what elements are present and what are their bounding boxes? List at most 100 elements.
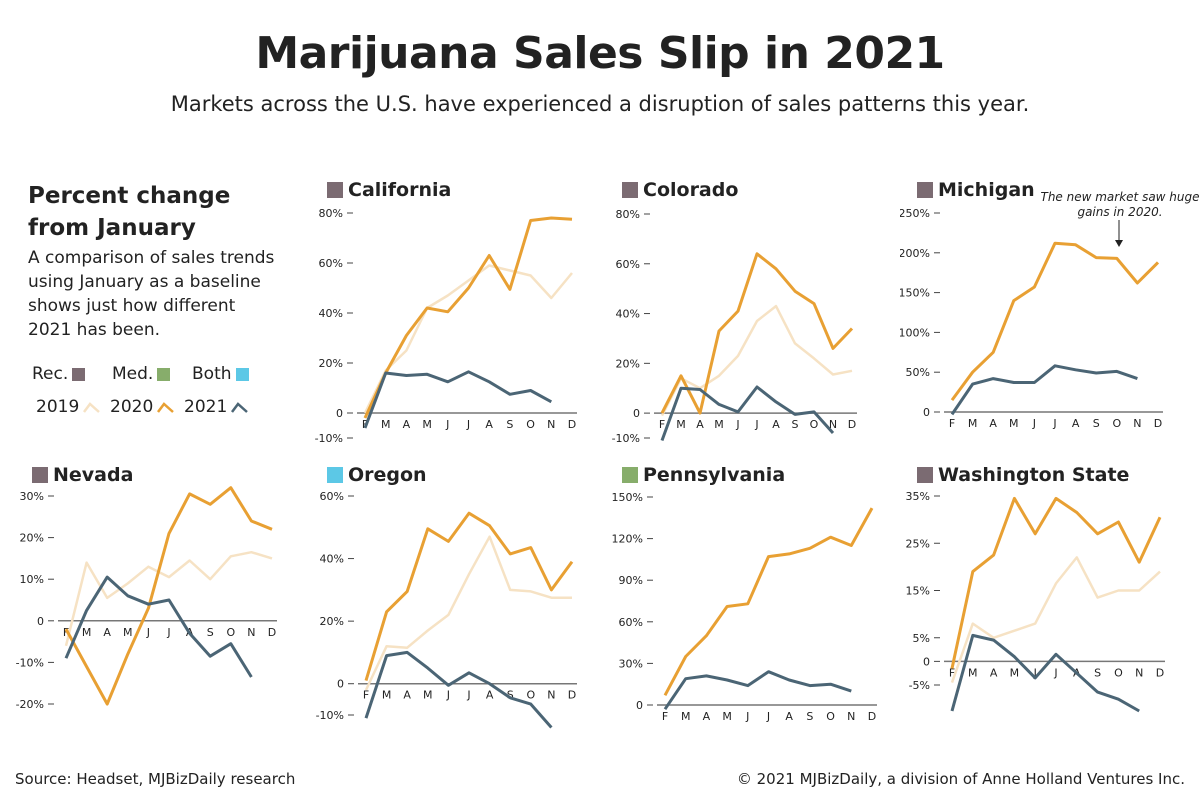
- x-tick-label: M: [676, 418, 686, 431]
- chart-nevada: 30% 20% 10% 0 -10% -20% F M A M J J A S O N D Nevada: [15, 460, 305, 730]
- series-line-2021: [950, 364, 1138, 416]
- x-tick-label: J: [766, 710, 770, 723]
- x-tick-label: J: [1053, 666, 1057, 679]
- chart-colorado: 80% 60% 40% 20% 0 -10% F M A M J J A S O N D Colorado: [605, 175, 895, 445]
- x-tick-label: N: [547, 689, 555, 702]
- y-tick-label: -10%: [315, 432, 343, 445]
- michigan-annotation: The new market saw huge gains in 2020.: [1040, 190, 1200, 219]
- line-2020-icon: [157, 402, 175, 413]
- x-tick-label: O: [810, 418, 819, 431]
- both-swatch: [235, 367, 249, 381]
- x-tick-label: A: [485, 418, 493, 431]
- y-tick-label: -10%: [612, 432, 640, 445]
- x-tick-label: A: [703, 710, 711, 723]
- series-line-2020: [363, 216, 573, 419]
- x-tick-label: J: [1052, 417, 1056, 430]
- chart-plot: 80%60%40%20%0-10%F M A M J J A S O N D: [612, 208, 857, 445]
- x-tick-label: F: [363, 689, 369, 702]
- x-tick-label: M: [423, 689, 433, 702]
- chart-title: Colorado: [622, 179, 738, 201]
- y-tick-label: 20%: [20, 532, 44, 545]
- legend-2019: 2019: [36, 397, 101, 417]
- chart-title-text: Nevada: [53, 464, 134, 486]
- y-tick-label: 80%: [319, 207, 343, 220]
- x-tick-label: M: [968, 666, 978, 679]
- x-tick-label: S: [507, 689, 514, 702]
- y-tick-label: 60%: [616, 258, 640, 271]
- chart-plot: 35%25%15%5%0-5%F M A M J J A S O N D: [906, 490, 1165, 713]
- y-tick-label: -10%: [316, 709, 344, 722]
- x-tick-label: D: [848, 418, 856, 431]
- x-tick-label: M: [382, 689, 392, 702]
- x-tick-label: F: [63, 626, 69, 639]
- annotation-arrow-icon: [1115, 220, 1123, 247]
- x-tick-label: D: [1154, 417, 1162, 430]
- x-tick-label: M: [82, 626, 92, 639]
- y-tick-label: -20%: [16, 698, 44, 711]
- intro-text: A comparison of sales trends using Janua…: [28, 248, 275, 340]
- y-tick-label: 60%: [320, 490, 344, 503]
- y-tick-label: 40%: [319, 307, 343, 320]
- x-tick-label: F: [949, 666, 955, 679]
- y-tick-label: 150%: [900, 287, 930, 300]
- chart-title: Washington State: [917, 464, 1129, 486]
- x-tick-label: D: [268, 626, 276, 639]
- series-line-2020: [364, 511, 574, 682]
- x-tick-label: S: [792, 418, 799, 431]
- legend-label: 2020: [110, 397, 154, 417]
- x-tick-label: D: [1156, 666, 1164, 679]
- y-tick-label: 150%: [612, 491, 643, 504]
- x-tick-label: M: [1010, 666, 1020, 679]
- chart-title: Nevada: [32, 464, 133, 486]
- chart-title-text: California: [348, 179, 452, 201]
- x-tick-label: A: [696, 418, 704, 431]
- y-tick-label: 0: [336, 407, 343, 420]
- series-line-2021: [950, 633, 1140, 713]
- series-line-2021: [663, 670, 852, 711]
- x-tick-label: A: [990, 666, 998, 679]
- x-tick-label: J: [446, 689, 450, 702]
- legend-rec: Rec.: [32, 364, 86, 384]
- x-tick-label: N: [847, 710, 855, 723]
- chart-title: Oregon: [327, 464, 427, 486]
- x-tick-label: F: [662, 710, 668, 723]
- y-tick-label: 80%: [616, 208, 640, 221]
- x-tick-label: M: [381, 418, 391, 431]
- y-tick-label: 5%: [913, 632, 930, 645]
- x-tick-label: J: [754, 418, 758, 431]
- y-tick-label: 0: [633, 407, 640, 420]
- chart-title: California: [327, 179, 451, 201]
- x-tick-label: J: [166, 626, 170, 639]
- x-tick-label: J: [1032, 417, 1036, 430]
- series-line-2019: [363, 264, 573, 414]
- x-tick-label: A: [989, 417, 997, 430]
- y-tick-label: 25%: [906, 537, 930, 550]
- y-tick-label: 200%: [900, 247, 930, 260]
- y-tick-label: 60%: [619, 616, 643, 629]
- x-tick-label: A: [103, 626, 111, 639]
- x-tick-label: S: [1094, 666, 1101, 679]
- series-line-2020: [950, 496, 1162, 669]
- x-tick-label: N: [247, 626, 255, 639]
- copyright-note: © 2021 MJBizDaily, a division of Anne Ho…: [736, 770, 1185, 788]
- y-tick-label: 50%: [906, 366, 930, 379]
- market-type-swatch: [917, 182, 933, 198]
- x-tick-label: M: [722, 710, 732, 723]
- chart-title-text: Oregon: [348, 464, 427, 486]
- chart-title-text: Michigan: [938, 179, 1035, 201]
- y-tick-label: 0: [923, 655, 930, 668]
- rec-swatch: [72, 367, 86, 381]
- x-tick-label: D: [568, 689, 576, 702]
- x-tick-label: J: [146, 626, 150, 639]
- chart-plot: 80%60%40%20%0-10%F M A M J J A S O N D: [315, 207, 577, 445]
- chart-plot: 30%20%10%0-10%-20%F M A M J J A S O N D: [16, 486, 277, 711]
- legend-label: Rec.: [32, 364, 69, 384]
- series-line-2020: [950, 241, 1160, 401]
- x-tick-label: D: [868, 710, 876, 723]
- x-tick-label: O: [826, 710, 835, 723]
- legend-med: Med.: [112, 364, 171, 384]
- legend-label: 2019: [36, 397, 80, 417]
- legend-label: Med.: [112, 364, 154, 384]
- x-tick-label: J: [1033, 666, 1037, 679]
